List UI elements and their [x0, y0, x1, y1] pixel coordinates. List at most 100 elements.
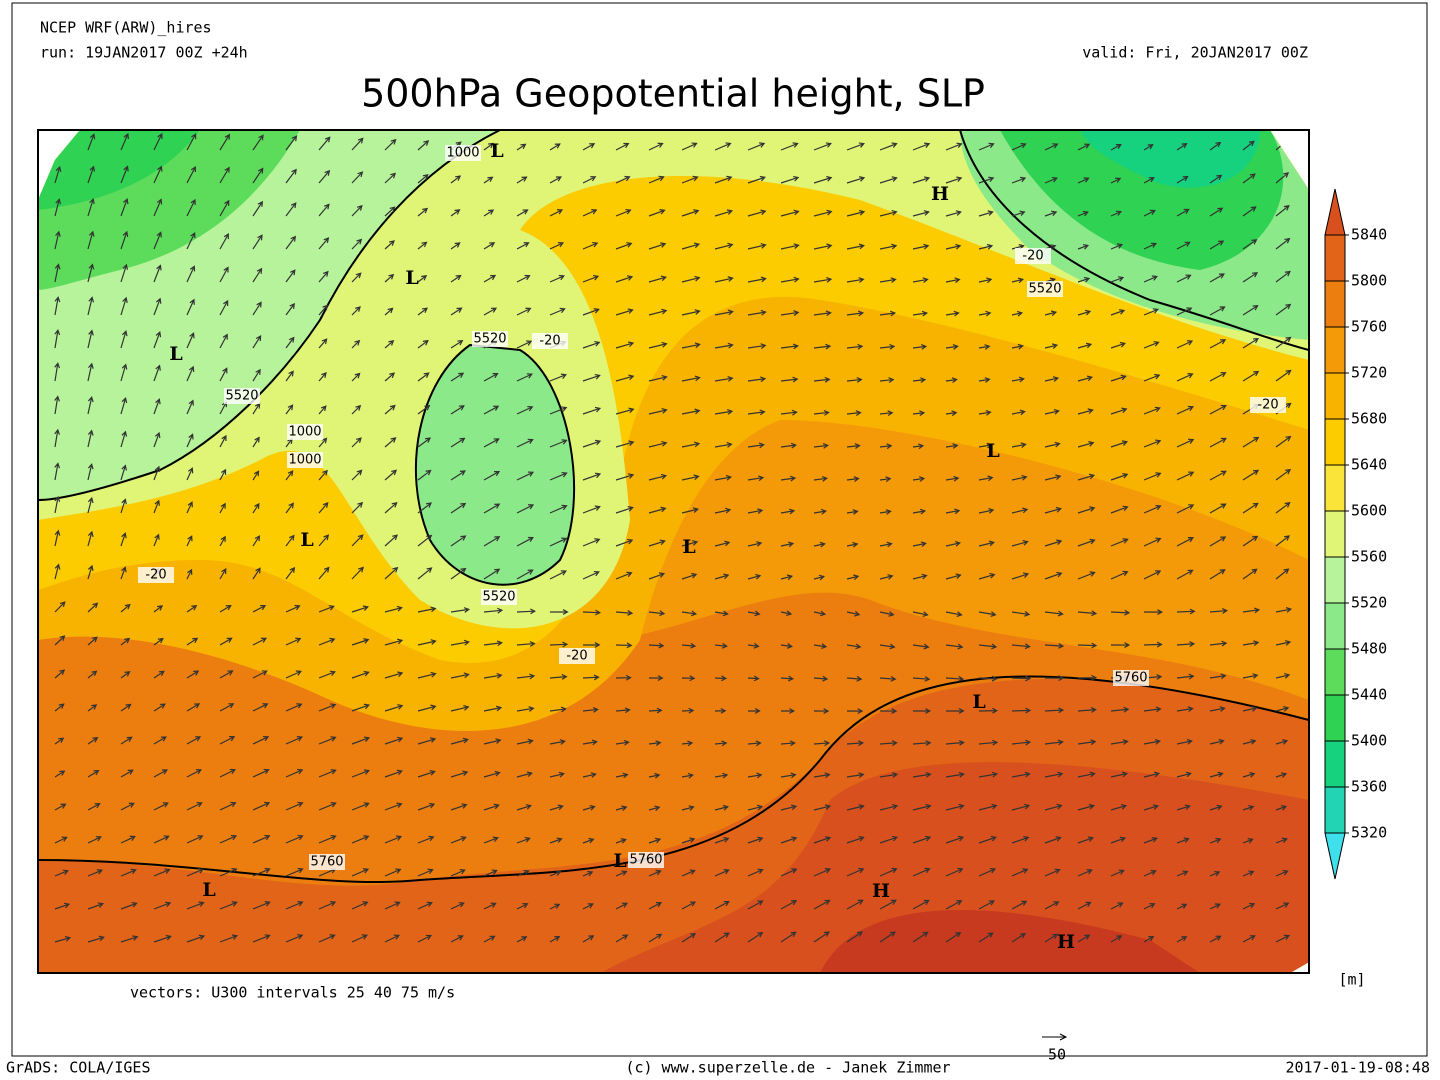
wind-arrow: [1044, 610, 1064, 617]
wind-arrow: [186, 165, 197, 184]
wind-arrow: [186, 835, 204, 844]
wind-arrow: [450, 737, 469, 745]
colorbar-box: [1324, 556, 1346, 604]
wind-arrow: [780, 376, 799, 383]
wind-arrow: [417, 567, 433, 580]
wind-arrow: [846, 574, 860, 581]
wind-arrow: [186, 605, 198, 613]
wind-arrow: [582, 538, 601, 547]
wind-arrow: [516, 373, 533, 382]
wind-arrow: [1011, 507, 1029, 514]
wind-arrow: [1209, 240, 1225, 250]
colorbar-box: [1324, 234, 1346, 282]
valid-time: valid: Fri, 20JAN2017 00Z: [1082, 44, 1308, 62]
wind-arrow: [153, 670, 165, 679]
wind-arrow: [813, 176, 833, 184]
wind-arrow: [516, 936, 528, 943]
wind-arrow: [516, 340, 533, 349]
wind-arrow: [1275, 502, 1291, 514]
wind-arrow: [582, 739, 598, 746]
wind-arrow: [978, 611, 997, 617]
wind-arrow: [945, 210, 962, 217]
contour-label: -20: [145, 568, 166, 583]
contour-label: 1000: [288, 425, 321, 440]
wind-arrow: [252, 867, 271, 877]
wind-arrow: [450, 274, 462, 283]
wind-arrow: [780, 931, 797, 943]
wind-arrow: [681, 175, 699, 184]
wind-arrow: [450, 502, 467, 514]
pressure-center: L: [682, 536, 695, 558]
wind-arrow: [384, 901, 401, 910]
wind-arrow: [1209, 174, 1223, 184]
wind-arrow: [351, 137, 364, 151]
wind-arrow: [945, 475, 960, 482]
wind-arrow: [582, 837, 595, 844]
wind-arrow: [747, 243, 767, 250]
contour-label: 5760: [310, 855, 343, 870]
wind-arrow: [978, 176, 995, 184]
wind-arrow: [516, 673, 536, 680]
wind-arrow: [714, 409, 734, 415]
wind-arrow: [54, 165, 62, 184]
wind-arrow: [186, 265, 196, 283]
wind-arrow: [417, 207, 429, 217]
wind-arrow: [1011, 610, 1031, 617]
wind-arrow: [1176, 274, 1192, 283]
wind-arrow: [582, 340, 601, 349]
wind-arrow: [1275, 172, 1290, 184]
wind-arrow: [813, 243, 833, 250]
wind-arrow: [846, 708, 864, 715]
wind-arrow: [912, 377, 927, 384]
wind-arrow: [384, 704, 404, 712]
vector-note: vectors: U300 intervals 25 40 75 m/s: [130, 984, 455, 1002]
wind-arrow: [648, 837, 662, 844]
wind-arrow: [813, 931, 830, 943]
model-name: NCEP WRF(ARW)_hires: [40, 19, 212, 37]
wind-arrow: [1077, 868, 1093, 877]
wind-arrow: [1275, 673, 1291, 679]
wind-arrow: [1044, 836, 1062, 844]
wind-arrow: [351, 769, 370, 778]
wind-arrow: [252, 335, 262, 349]
label-box: [1113, 670, 1149, 686]
wind-arrow: [1110, 642, 1131, 648]
wind-arrow: [846, 899, 864, 910]
wind-arrow: [483, 373, 499, 382]
wind-arrow: [285, 202, 297, 217]
wind-arrow: [450, 340, 464, 349]
wind-arrow: [681, 408, 701, 415]
wind-arrow: [252, 637, 268, 646]
wind-arrow: [417, 868, 434, 877]
wind-arrow: [1242, 272, 1259, 283]
pressure-center: H: [1057, 931, 1075, 953]
wind-arrow: [615, 739, 630, 746]
wind-arrow: [417, 502, 432, 514]
wind-arrow: [1242, 935, 1256, 943]
wind-arrow: [54, 601, 66, 613]
wind-arrow: [615, 308, 634, 316]
label-box: [472, 331, 508, 347]
wind-arrow: [120, 769, 134, 778]
wind-arrow: [1044, 933, 1059, 943]
wind-arrow: [483, 902, 497, 910]
wind-arrow: [1275, 837, 1288, 844]
wind-arrow: [450, 803, 468, 811]
wind-arrow: [978, 142, 995, 151]
wind-arrow: [615, 242, 633, 250]
label-box: [445, 145, 481, 161]
wind-arrow: [450, 535, 467, 547]
wind-arrow: [384, 437, 397, 448]
wind-arrow: [1176, 143, 1188, 151]
wind-arrow: [1242, 469, 1260, 481]
wind-arrow: [846, 176, 866, 184]
wind-arrow: [615, 772, 629, 779]
wind-arrow: [417, 437, 432, 448]
wind-arrow: [1176, 373, 1194, 382]
wind-arrow: [285, 901, 304, 910]
contour-5520: [959, 130, 1309, 351]
wind-arrow: [351, 306, 361, 316]
wind-arrow: [516, 608, 537, 615]
wind-arrow: [582, 308, 600, 316]
wind-arrow: [351, 934, 368, 943]
